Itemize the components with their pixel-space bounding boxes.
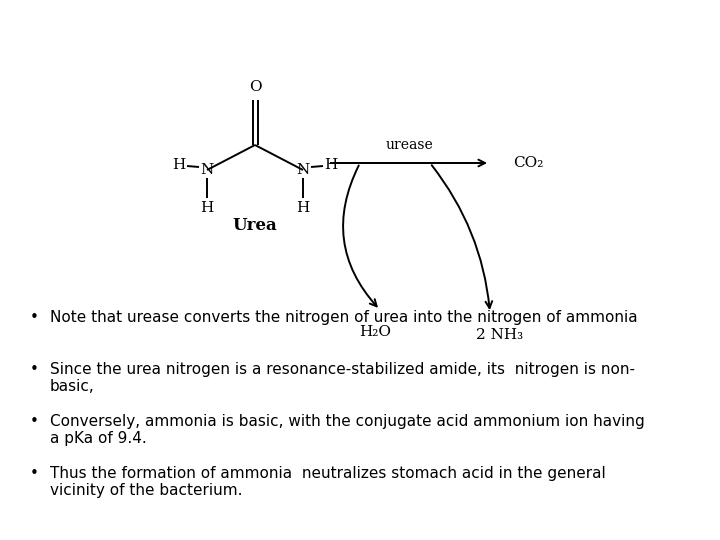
Text: •: • [30,362,39,377]
Text: Urea: Urea [233,217,277,233]
Text: Note that urease converts the nitrogen of urea into the nitrogen of ammonia: Note that urease converts the nitrogen o… [50,310,638,325]
Text: H₂O: H₂O [359,325,391,339]
Text: Conversely, ammonia is basic, with the conjugate acid ammonium ion having
a pKa : Conversely, ammonia is basic, with the c… [50,414,644,447]
Text: urease: urease [386,138,434,152]
Text: 2 NH₃: 2 NH₃ [477,328,523,342]
Text: H: H [325,158,338,172]
Text: Since the urea nitrogen is a resonance-stabilized amide, its  nitrogen is non-
b: Since the urea nitrogen is a resonance-s… [50,362,635,394]
Text: Thus the formation of ammonia  neutralizes stomach acid in the general
vicinity : Thus the formation of ammonia neutralize… [50,466,606,498]
Text: N: N [297,163,310,177]
Text: O: O [248,80,261,94]
Text: •: • [30,414,39,429]
Text: •: • [30,466,39,481]
Text: H: H [200,201,214,215]
Text: N: N [200,163,214,177]
Text: •: • [30,310,39,325]
Text: H: H [172,158,186,172]
Text: H: H [297,201,310,215]
Text: CO₂: CO₂ [513,156,543,170]
